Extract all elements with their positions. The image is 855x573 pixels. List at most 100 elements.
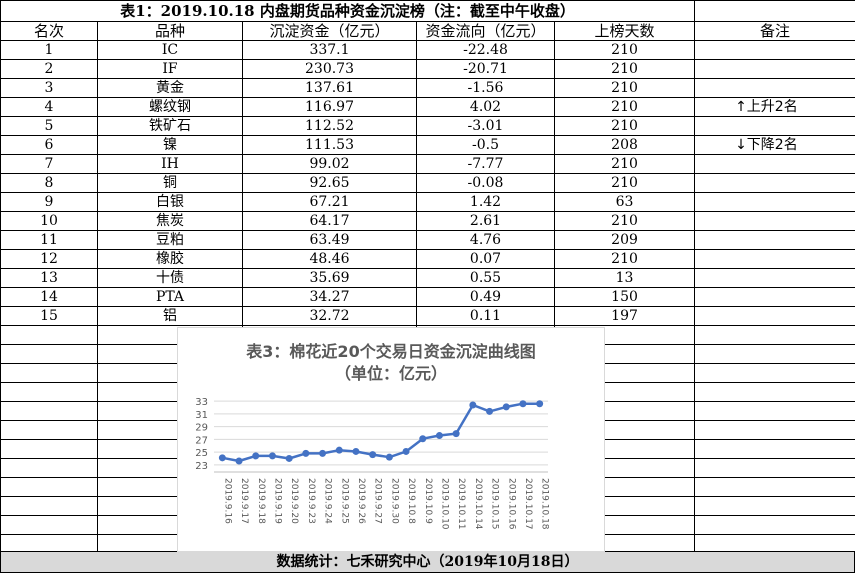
remark-cell[interactable]	[694, 40, 855, 60]
empty-cell[interactable]	[694, 439, 855, 459]
table-cell[interactable]: 337.1	[242, 40, 417, 60]
table-cell[interactable]: 210	[553, 249, 696, 269]
column-header[interactable]: 品种	[97, 21, 243, 41]
table-cell[interactable]: 1	[0, 40, 98, 60]
table-cell[interactable]: IF	[97, 59, 243, 79]
empty-cell[interactable]	[0, 420, 98, 440]
empty-cell[interactable]	[694, 477, 855, 497]
table-cell[interactable]: 210	[553, 211, 696, 231]
remark-cell[interactable]: ↑上升2名	[694, 97, 855, 117]
empty-cell[interactable]	[694, 0, 855, 22]
table-cell[interactable]: 11	[0, 230, 98, 250]
table-cell[interactable]: IC	[97, 40, 243, 60]
empty-cell[interactable]	[0, 325, 98, 345]
remark-cell[interactable]	[694, 59, 855, 79]
table-cell[interactable]: 32.72	[242, 306, 417, 326]
table-cell[interactable]: 15	[0, 306, 98, 326]
table-title[interactable]: 表1：2019.10.18 内盘期货品种资金沉淀榜（注：截至中午收盘）	[0, 0, 696, 22]
table-cell[interactable]: 67.21	[242, 192, 417, 212]
table-cell[interactable]: 铜	[97, 173, 243, 193]
remark-cell[interactable]	[694, 211, 855, 231]
table-cell[interactable]: -7.77	[416, 154, 555, 174]
empty-cell[interactable]	[694, 420, 855, 440]
table-cell[interactable]: 12	[0, 249, 98, 269]
table-cell[interactable]: 137.61	[242, 78, 417, 98]
table-cell[interactable]: -22.48	[416, 40, 555, 60]
table-cell[interactable]: -20.71	[416, 59, 555, 79]
remark-cell[interactable]	[694, 192, 855, 212]
remark-cell[interactable]	[694, 268, 855, 288]
table-cell[interactable]: 210	[553, 40, 696, 60]
table-cell[interactable]: 焦炭	[97, 211, 243, 231]
empty-cell[interactable]	[694, 458, 855, 478]
remark-cell[interactable]	[694, 154, 855, 174]
table-cell[interactable]: 4.76	[416, 230, 555, 250]
empty-cell[interactable]	[0, 344, 98, 364]
empty-cell[interactable]	[694, 344, 855, 364]
table-cell[interactable]: 112.52	[242, 116, 417, 136]
table-cell[interactable]: 0.55	[416, 268, 555, 288]
remark-cell[interactable]	[694, 249, 855, 269]
empty-cell[interactable]	[0, 515, 98, 535]
empty-cell[interactable]	[694, 401, 855, 421]
table-cell[interactable]: 230.73	[242, 59, 417, 79]
empty-cell[interactable]	[0, 382, 98, 402]
table-cell[interactable]: 橡胶	[97, 249, 243, 269]
table-cell[interactable]: 48.46	[242, 249, 417, 269]
table-cell[interactable]: 2.61	[416, 211, 555, 231]
table-cell[interactable]: 63.49	[242, 230, 417, 250]
table-cell[interactable]: IH	[97, 154, 243, 174]
table-cell[interactable]: 210	[553, 116, 696, 136]
table-cell[interactable]: 210	[553, 173, 696, 193]
table-cell[interactable]: 豆粕	[97, 230, 243, 250]
table-cell[interactable]: 150	[553, 287, 696, 307]
table-cell[interactable]: 7	[0, 154, 98, 174]
table-cell[interactable]: 1.42	[416, 192, 555, 212]
remark-cell[interactable]	[694, 306, 855, 326]
empty-cell[interactable]	[0, 439, 98, 459]
empty-cell[interactable]	[0, 496, 98, 516]
cotton-fund-chart[interactable]: 表3：棉花近20个交易日资金沉淀曲线图 （单位：亿元） 23 25 27 29 31 33…	[177, 327, 605, 552]
table-cell[interactable]: 14	[0, 287, 98, 307]
table-cell[interactable]: 210	[553, 59, 696, 79]
table-cell[interactable]: 黄金	[97, 78, 243, 98]
table-cell[interactable]: 99.02	[242, 154, 417, 174]
empty-cell[interactable]	[0, 363, 98, 383]
remark-cell[interactable]: ↓下降2名	[694, 135, 855, 155]
table-cell[interactable]: 34.27	[242, 287, 417, 307]
table-cell[interactable]: 铁矿石	[97, 116, 243, 136]
table-cell[interactable]: 208	[553, 135, 696, 155]
remark-cell[interactable]	[694, 78, 855, 98]
table-cell[interactable]: 0.11	[416, 306, 555, 326]
table-cell[interactable]: 4.02	[416, 97, 555, 117]
table-cell[interactable]: 35.69	[242, 268, 417, 288]
table-cell[interactable]: -0.08	[416, 173, 555, 193]
table-cell[interactable]: 64.17	[242, 211, 417, 231]
empty-cell[interactable]	[694, 363, 855, 383]
table-cell[interactable]: PTA	[97, 287, 243, 307]
remark-cell[interactable]	[694, 173, 855, 193]
column-header[interactable]: 上榜天数	[553, 21, 696, 41]
table-cell[interactable]: 十债	[97, 268, 243, 288]
table-cell[interactable]: 镍	[97, 135, 243, 155]
table-cell[interactable]: 63	[553, 192, 696, 212]
table-cell[interactable]: 螺纹钢	[97, 97, 243, 117]
table-cell[interactable]: 白银	[97, 192, 243, 212]
empty-cell[interactable]	[694, 325, 855, 345]
table-cell[interactable]: 6	[0, 135, 98, 155]
table-cell[interactable]: 0.07	[416, 249, 555, 269]
column-header[interactable]: 资金流向（亿元）	[416, 21, 555, 41]
table-cell[interactable]: 5	[0, 116, 98, 136]
table-cell[interactable]: 铝	[97, 306, 243, 326]
column-header[interactable]: 沉淀资金（亿元）	[242, 21, 417, 41]
empty-cell[interactable]	[0, 401, 98, 421]
table-cell[interactable]: -0.5	[416, 135, 555, 155]
empty-cell[interactable]	[0, 477, 98, 497]
empty-cell[interactable]	[694, 382, 855, 402]
table-cell[interactable]: 4	[0, 97, 98, 117]
table-cell[interactable]: 10	[0, 211, 98, 231]
table-cell[interactable]: 8	[0, 173, 98, 193]
table-cell[interactable]: 111.53	[242, 135, 417, 155]
table-cell[interactable]: 13	[0, 268, 98, 288]
empty-cell[interactable]	[0, 458, 98, 478]
